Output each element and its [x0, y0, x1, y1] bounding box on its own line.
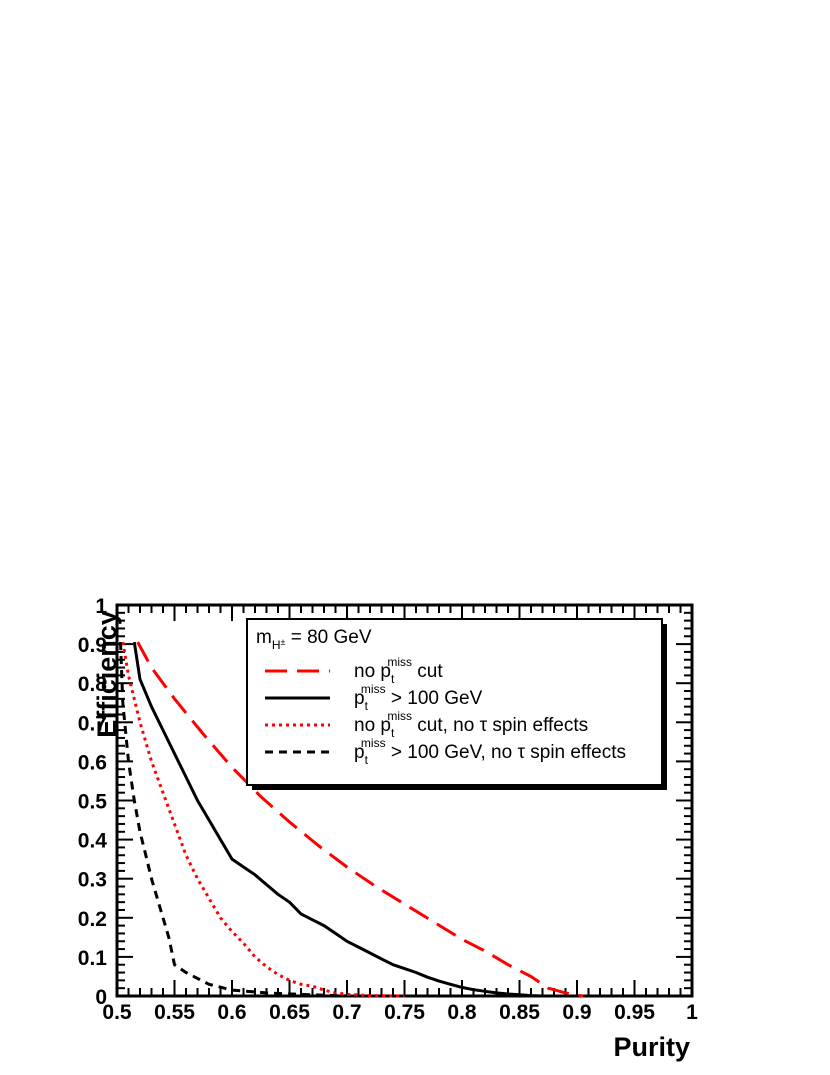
y-tick-label: 0.8 [78, 673, 108, 696]
y-tick-label: 0.3 [78, 869, 107, 892]
y-tick-label: 0.6 [78, 751, 107, 774]
legend-header: mH± = 80 GeV [256, 627, 372, 652]
x-axis-title: Purity [613, 1032, 690, 1062]
legend-box [246, 618, 663, 786]
axis-ticks [116, 604, 693, 997]
y-tick-label: 0.7 [78, 712, 107, 735]
series-line-4 [119, 642, 348, 998]
y-tick-label: 1 [95, 595, 107, 618]
series-line-1 [136, 641, 584, 998]
y-tick-label: 0 [95, 986, 107, 1009]
y-tick-label: 0.5 [78, 791, 108, 814]
x-tick-label: 0.85 [499, 1001, 540, 1024]
x-tick-label: 0.9 [562, 1001, 591, 1024]
x-tick-label: 1 [686, 1001, 698, 1024]
x-tick-label: 0.8 [447, 1001, 477, 1024]
x-tick-label: 0.7 [332, 1001, 361, 1024]
x-tick-label: 0.65 [269, 1001, 310, 1024]
legend-label-3: no ptmiss cut, no τ spin effects [354, 709, 588, 740]
y-axis-title: Efficiency [92, 610, 122, 738]
tick-labels: 0.5 0.55 0.6 0.65 0.7 0.75 0.8 0.85 0.9 0.95 1 0 0.1… [78, 595, 698, 1024]
y-tick-label: 0.9 [78, 634, 107, 657]
x-tick-label: 0.95 [614, 1001, 655, 1024]
x-tick-label: 0.6 [217, 1001, 246, 1024]
legend-label-1: no ptmiss cut [354, 655, 443, 686]
x-tick-label: 0.75 [384, 1001, 425, 1024]
series-line-3 [121, 641, 405, 998]
legend-label-4: ptmiss > 100 GeV, no τ spin effects [354, 736, 626, 767]
y-tick-label: 0.2 [78, 908, 107, 931]
legend-label-2: ptmiss > 100 GeV [354, 682, 483, 713]
x-tick-label: 0.55 [154, 1001, 195, 1024]
series-layer [119, 641, 584, 998]
y-tick-label: 0.1 [78, 947, 108, 970]
series-line-2 [132, 641, 543, 998]
y-tick-label: 0.4 [78, 830, 108, 853]
x-tick-label: 0.5 [102, 1001, 132, 1024]
